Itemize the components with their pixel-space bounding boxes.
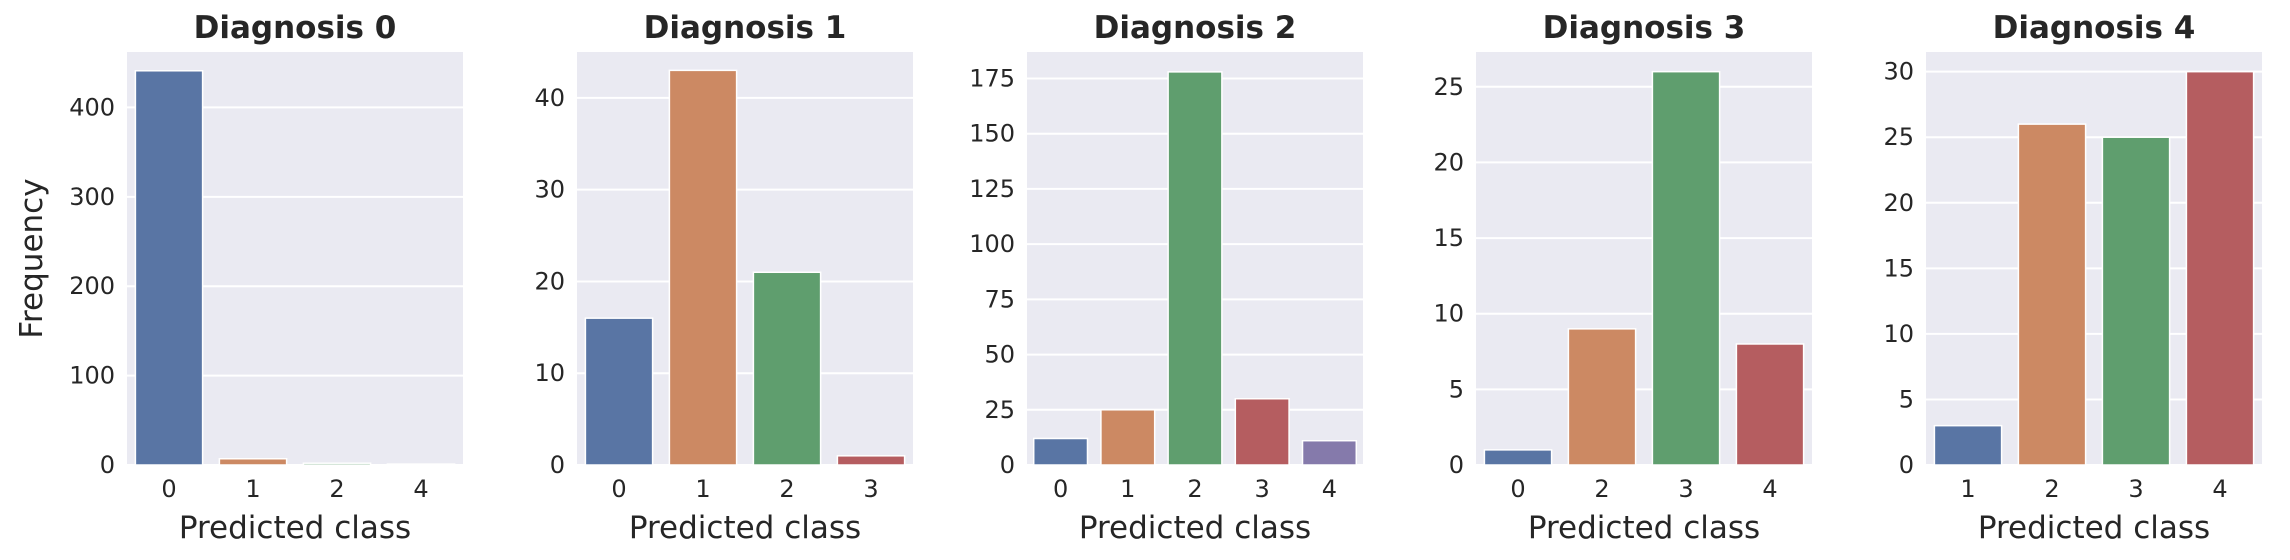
y-tick-label: 40 [534,84,565,112]
y-tick-label: 20 [1433,148,1464,176]
bar [2101,136,2171,466]
y-tick-label: 300 [69,183,115,211]
bar [1032,437,1089,466]
bar [2017,123,2087,466]
x-tick-label: 3 [2128,475,2143,503]
y-tick-label: 15 [1433,224,1464,252]
bar [1167,71,1223,466]
y-tick-label: 25 [1433,73,1464,101]
x-axis-label: Predicted class [1528,510,1760,546]
chart-title: Diagnosis 0 [194,10,397,46]
x-tick-label: 1 [245,475,260,503]
y-tick-label: 20 [1883,189,1914,217]
y-tick-label: 100 [969,230,1015,258]
x-tick-label: 2 [329,475,344,503]
x-tick-label: 4 [413,475,428,503]
y-tick-label: 10 [1883,320,1914,348]
chart-panel-3: 0 5 10 15 20 25 0 2 3 4 Diagnosis 3 Predicted class [1433,10,1812,546]
x-tick-label: 1 [1960,475,1975,503]
x-axis-label: Predicted class [1079,510,1311,546]
y-tick-label: 5 [1449,375,1464,403]
y-tick-label: 0 [1000,451,1015,479]
bar [668,69,738,466]
x-tick-label: 3 [863,475,878,503]
chart-panel-4: 0 5 10 15 20 25 30 1 2 3 4 Diagnosis 4 Predicted cla… [1883,10,2262,546]
x-tick-label: 0 [1510,475,1525,503]
chart-panel-2: 0 25 50 75 100 125 150 175 0 1 2 3 4 Diagnosis 2 Predi… [969,10,1363,546]
bar [1234,397,1290,466]
y-tick-label: 25 [1883,123,1914,151]
bar [1735,343,1805,466]
x-tick-label: 2 [779,475,794,503]
bar [302,462,372,466]
y-tick-label: 100 [69,362,115,390]
bar [1933,424,2003,466]
x-tick-label: 0 [611,475,626,503]
y-tick-label: 5 [1899,385,1914,413]
y-tick-label: 20 [534,267,565,295]
x-tick-label: 4 [2212,475,2227,503]
bar [1651,70,1721,466]
x-tick-label: 3 [1678,475,1693,503]
x-tick-label: 2 [1187,475,1202,503]
bar [1483,449,1553,466]
x-tick-label: 0 [161,475,176,503]
bar [1301,439,1358,466]
bar [2185,70,2255,466]
x-axis-label: Predicted class [179,510,411,546]
y-tick-label: 0 [1899,451,1914,479]
x-axis-label: Predicted class [1978,510,2210,546]
x-tick-label: 0 [1053,475,1068,503]
x-tick-label: 4 [1322,475,1337,503]
y-tick-label: 10 [1433,300,1464,328]
y-tick-label: 0 [100,451,115,479]
y-tick-label: 125 [969,175,1015,203]
bar [1567,328,1637,466]
bar [218,457,288,466]
y-tick-label: 400 [69,93,115,121]
chart-title: Diagnosis 4 [1993,10,2196,46]
x-tick-label: 4 [1762,475,1777,503]
y-tick-label: 75 [984,285,1015,313]
chart-panel-1: 0 10 20 30 40 0 1 2 3 Diagnosis 1 Predicted class [534,10,913,546]
y-tick-label: 30 [534,176,565,204]
x-tick-label: 1 [695,475,710,503]
y-tick-label: 50 [984,341,1015,369]
chart-panel-0: 0 100 200 300 400 0 1 2 4 Diagnosis 0 Predicted cl… [14,10,463,546]
chart-title: Diagnosis 2 [1094,10,1297,46]
x-tick-label: 2 [1594,475,1609,503]
bar [134,70,204,466]
x-tick-label: 3 [1255,475,1270,503]
y-tick-label: 10 [534,359,565,387]
y-axis-label: Frequency [14,178,50,338]
x-tick-label: 1 [1120,475,1135,503]
y-tick-label: 30 [1883,58,1914,86]
bar [1100,409,1156,466]
y-tick-label: 175 [969,65,1015,93]
y-tick-label: 25 [984,396,1015,424]
y-tick-label: 200 [69,272,115,300]
bar [752,271,822,466]
bar [584,317,654,466]
chart-title: Diagnosis 3 [1543,10,1746,46]
bar [386,463,456,466]
x-axis-label: Predicted class [629,510,861,546]
y-tick-label: 0 [1449,451,1464,479]
y-tick-label: 15 [1883,254,1914,282]
chart-title: Diagnosis 1 [644,10,847,46]
y-tick-label: 0 [550,451,565,479]
bar [836,455,906,466]
x-tick-label: 2 [2044,475,2059,503]
y-tick-label: 150 [969,120,1015,148]
